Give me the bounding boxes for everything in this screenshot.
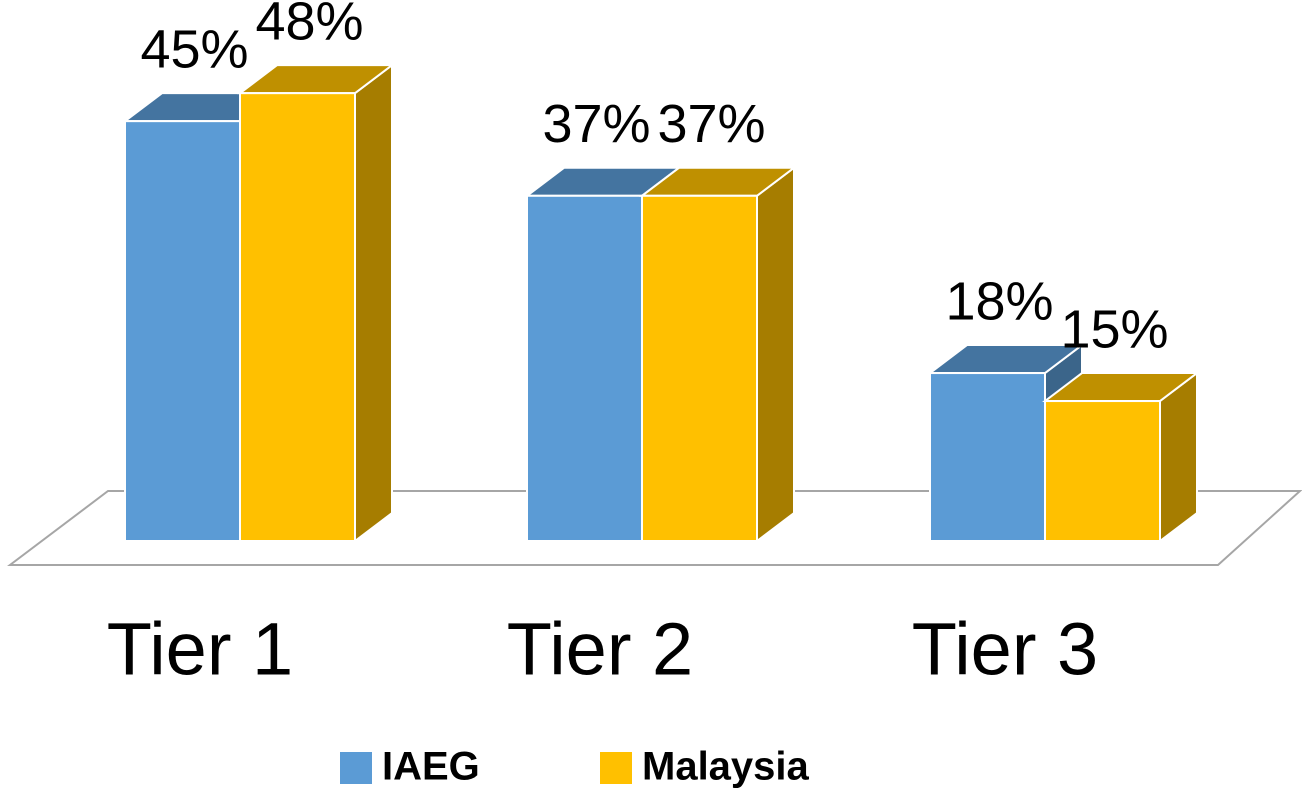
bar-front xyxy=(239,92,356,542)
x-tick-label: Tier 3 xyxy=(912,608,1098,691)
legend-swatch xyxy=(600,752,632,784)
x-tick-label: Tier 2 xyxy=(507,608,693,691)
x-tick-label: Tier 1 xyxy=(107,608,293,691)
bar-side xyxy=(756,165,795,544)
bar-front xyxy=(641,194,758,542)
bar xyxy=(639,165,797,544)
bar-front xyxy=(526,194,643,542)
bar-side xyxy=(354,63,393,544)
value-label: 15% xyxy=(1060,299,1168,359)
bar-front xyxy=(124,120,241,543)
floor xyxy=(7,490,1302,566)
value-label: 18% xyxy=(945,271,1053,331)
bar-side xyxy=(1159,371,1198,544)
legend-swatch xyxy=(340,752,372,784)
value-label: 45% xyxy=(140,19,248,79)
value-label: 48% xyxy=(255,0,363,51)
bar xyxy=(237,63,395,544)
bar xyxy=(1042,371,1200,544)
value-label: 37% xyxy=(657,94,765,154)
legend-label: Malaysia xyxy=(642,745,810,789)
bar-front xyxy=(1044,400,1161,542)
legend-label: IAEG xyxy=(382,745,480,789)
bar-front xyxy=(929,372,1046,542)
value-label: 37% xyxy=(542,94,650,154)
